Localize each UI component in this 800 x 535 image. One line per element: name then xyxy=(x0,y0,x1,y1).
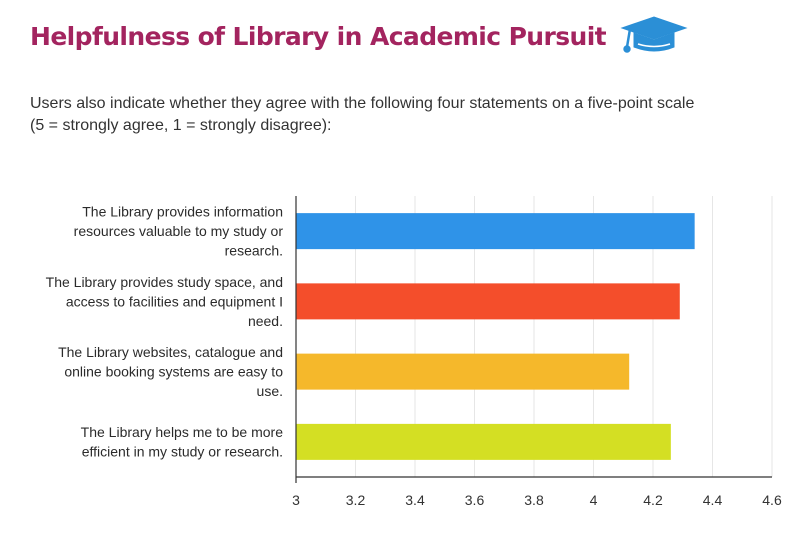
graduation-cap-icon xyxy=(620,16,688,53)
x-tick-label: 3 xyxy=(292,492,300,508)
bar xyxy=(296,423,671,460)
category-label: The Library websites, catalogue and onlin… xyxy=(58,344,283,399)
description-line-1: Users also indicate whether they agree w… xyxy=(30,95,695,112)
x-tick-label: 4.2 xyxy=(643,492,663,508)
page-title: Helpfulness of Library in Academic Pursu… xyxy=(30,21,607,51)
bar xyxy=(296,353,630,390)
x-tick-label: 4.6 xyxy=(762,492,782,508)
bar xyxy=(296,283,680,320)
bar xyxy=(296,213,695,250)
x-tick-label: 4 xyxy=(590,492,598,508)
category-label: The Library helps me to be more efficient… xyxy=(81,424,284,460)
x-tick-label: 3.8 xyxy=(524,492,544,508)
title-row: Helpfulness of Library in Academic Pursu… xyxy=(30,14,688,58)
category-label: The Library provides study space, and acc… xyxy=(46,274,283,329)
x-tick-label: 3.4 xyxy=(405,492,425,508)
x-tick-label: 3.2 xyxy=(346,492,366,508)
category-label: The Library provides information resource… xyxy=(74,204,284,259)
x-tick-label: 4.4 xyxy=(703,492,723,508)
x-tick-label: 3.6 xyxy=(465,492,485,508)
chart-description: Users also indicate whether they agree w… xyxy=(30,93,770,137)
description-line-2: (5 = strongly agree, 1 = strongly disagr… xyxy=(30,117,332,134)
